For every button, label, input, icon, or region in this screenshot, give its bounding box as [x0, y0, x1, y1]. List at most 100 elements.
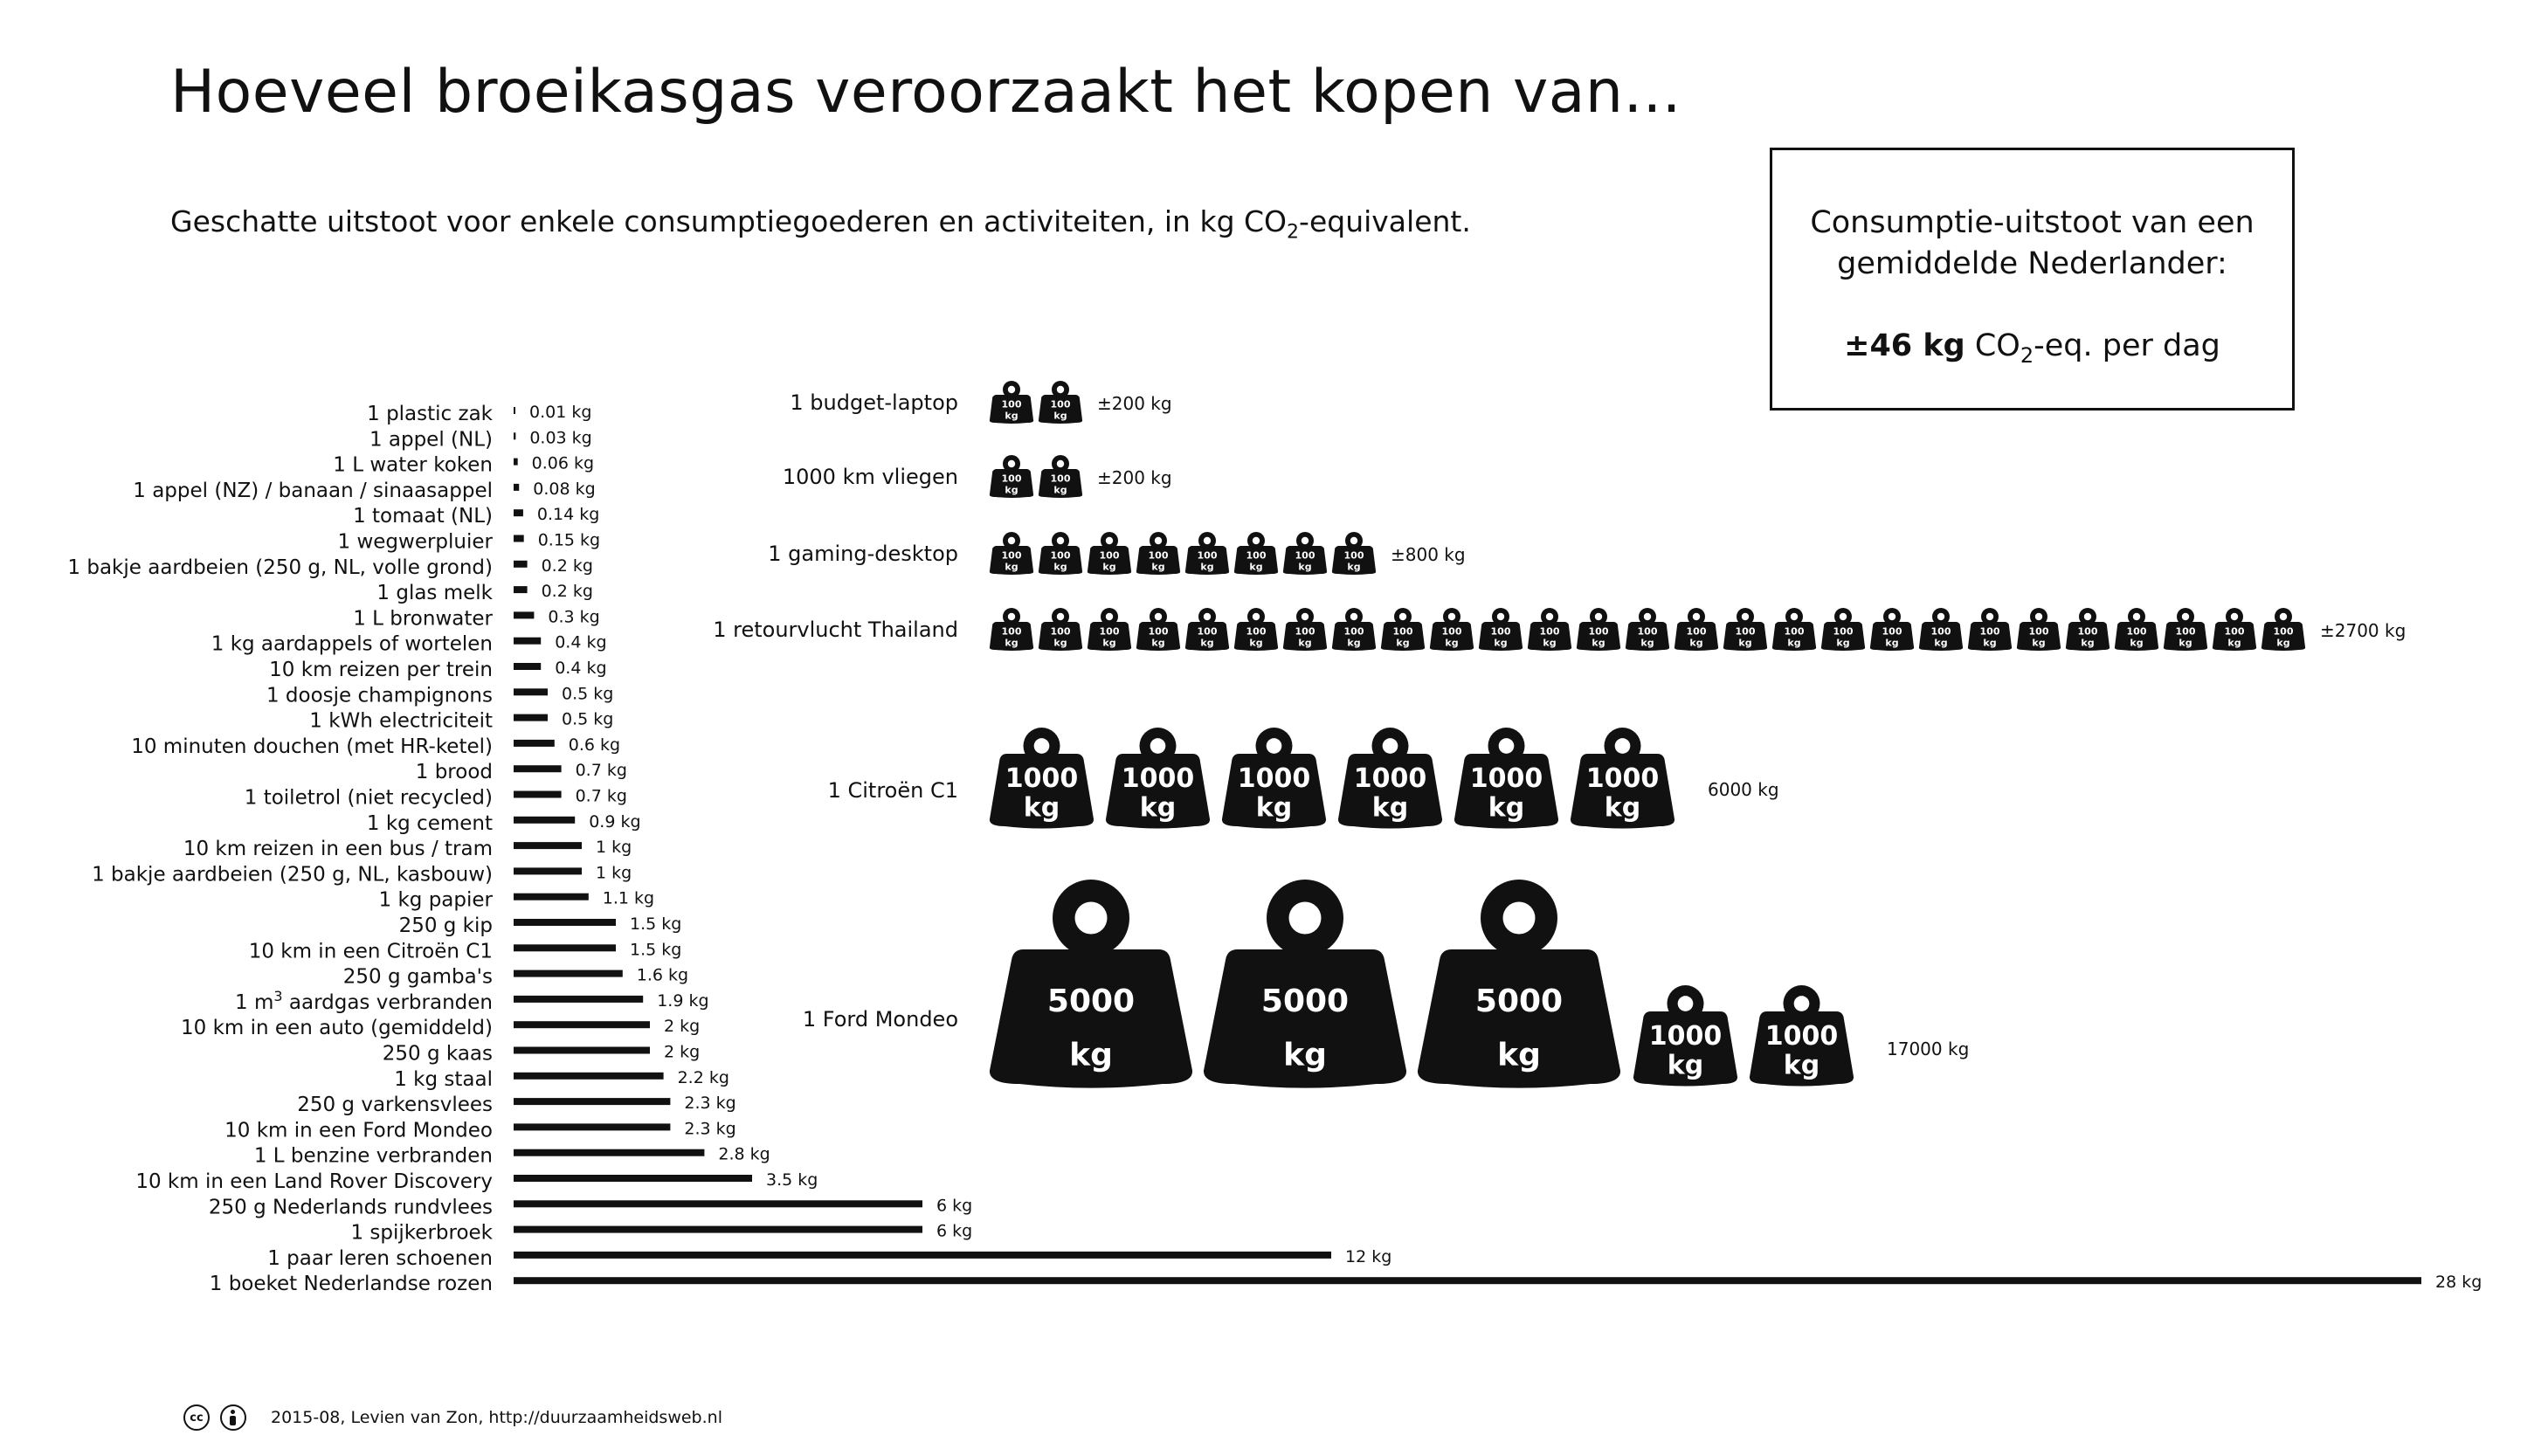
bar-category-label: 1 L bronwater: [353, 607, 493, 630]
weight-amount-text: 100: [1344, 626, 1364, 638]
weight-amount-text: 100: [1051, 626, 1071, 638]
weight-unit-text: kg: [1200, 638, 1213, 649]
emission-bar-chart: 1 plastic zak 0.01 kg 1 appel (NL) 0.03 kg 1…: [67, 403, 2482, 1295]
weight-amount-text: 100: [1833, 626, 1854, 638]
bar-value-label: 0.4 kg: [555, 659, 606, 678]
weight-unit-text: kg: [1396, 638, 1409, 649]
bar: [514, 1251, 1331, 1259]
bar-category-label: 1 kWh electriciteit: [309, 710, 493, 733]
bar-value-label: 0.4 kg: [555, 633, 606, 652]
bar: [514, 407, 515, 414]
bar-category-label: 250 g varkensvlees: [297, 1094, 493, 1116]
weight-amount-text: 100: [1100, 626, 1120, 638]
weight-amount-text: 100: [1149, 626, 1169, 638]
bar: [514, 995, 644, 1003]
bar-value-label: 1.1 kg: [603, 889, 654, 908]
weight-amount-text: 100: [2225, 626, 2245, 638]
bar: [514, 509, 523, 517]
weight-amount-text: 100: [1198, 626, 1218, 638]
weight-amount-text: 100: [1149, 550, 1169, 562]
weight-amount-text: 100: [1931, 626, 1951, 638]
weight-unit-text: kg: [1784, 1050, 1820, 1080]
bar-value-label: 0.5 kg: [562, 684, 613, 703]
bar-value-label: 0.01 kg: [529, 403, 591, 422]
weight-amount-text: 100: [1393, 626, 1413, 638]
bar-category-label: 1 boeket Nederlandse rozen: [210, 1273, 493, 1295]
weight-amount-text: 100: [1246, 550, 1267, 562]
bar-category-label: 1 brood: [416, 761, 493, 783]
subtitle-text-end: -equivalent.: [1299, 204, 1471, 238]
weight-unit-text: kg: [1069, 1037, 1113, 1073]
bar-value-label: 1.6 kg: [637, 966, 688, 985]
bar-category-label: 1 appel (NL): [369, 428, 493, 451]
bar-value-label: 2 kg: [664, 1043, 700, 1062]
weight-amount-text: 100: [1002, 399, 1022, 411]
bar-category-label: 1 kg papier: [379, 889, 494, 912]
page-title: Hoeveel broeikasgas veroorzaakt het kope…: [170, 58, 1681, 127]
bar-value-label: 0.5 kg: [562, 710, 613, 729]
pictogram-value-label: 17000 kg: [1887, 1039, 1969, 1059]
footer: cc 2015-08, Levien van Zon, http://duurz…: [183, 1404, 722, 1431]
weight-amount-text: 100: [1687, 626, 1707, 638]
bar-value-label: 0.3 kg: [548, 607, 599, 626]
info-box-unit: CO: [1965, 328, 2020, 363]
bar: [514, 893, 589, 901]
bar-value-label: 1 kg: [596, 863, 632, 882]
weight-unit-text: kg: [1256, 792, 1292, 823]
weight-unit-text: kg: [1249, 562, 1262, 573]
attribution-icon: [220, 1404, 246, 1431]
bar-category-label: 1 plastic zak: [367, 403, 494, 425]
weight-unit-text: kg: [1787, 638, 1800, 649]
weight-unit-text: kg: [1102, 562, 1115, 573]
weight-unit-text: kg: [1053, 485, 1067, 496]
weight-amount-text: 100: [1246, 626, 1267, 638]
bar: [514, 611, 535, 619]
bar: [514, 1149, 705, 1156]
average-emission-box: Consumptie-uitstoot van een gemiddelde N…: [1770, 148, 2295, 411]
bar-category-label: 1 paar leren schoenen: [267, 1247, 493, 1270]
weight-amount-text: 100: [1295, 550, 1315, 562]
footer-credit: 2015-08, Levien van Zon, http://duurzaam…: [271, 1408, 722, 1427]
weight-amount-text: 100: [1198, 550, 1218, 562]
pictogram-row-label: 1 Citroën C1: [828, 778, 958, 803]
weight-unit-text: kg: [1298, 638, 1311, 649]
subtitle-subscript: 2: [1287, 221, 1300, 244]
bar-category-label: 250 g Nederlands rundvlees: [209, 1196, 493, 1218]
weight-amount-text: 1000: [1586, 763, 1660, 794]
bar: [514, 1098, 671, 1106]
bar: [514, 1123, 671, 1131]
bar-category-label: 1 spijkerbroek: [350, 1222, 493, 1245]
bar-category-label: 10 km in een Citroën C1: [249, 940, 493, 963]
bar-category-label: 10 km reizen in een bus / tram: [183, 838, 493, 860]
pictogram-row-label: 1 budget-laptop: [790, 390, 958, 415]
bar-value-label: 0.2 kg: [542, 582, 593, 601]
weight-amount-text: 5000: [1047, 983, 1135, 1019]
weight-amount-text: 100: [1785, 626, 1805, 638]
bar-category-label: 1 appel (NZ) / banaan / sinaasappel: [133, 480, 493, 502]
weight-unit-text: kg: [1605, 792, 1640, 823]
weight-unit-text: kg: [1283, 1037, 1327, 1073]
weight-amount-text: 1000: [1122, 763, 1195, 794]
bar-category-label: 10 km in een Land Rover Discovery: [135, 1170, 493, 1193]
